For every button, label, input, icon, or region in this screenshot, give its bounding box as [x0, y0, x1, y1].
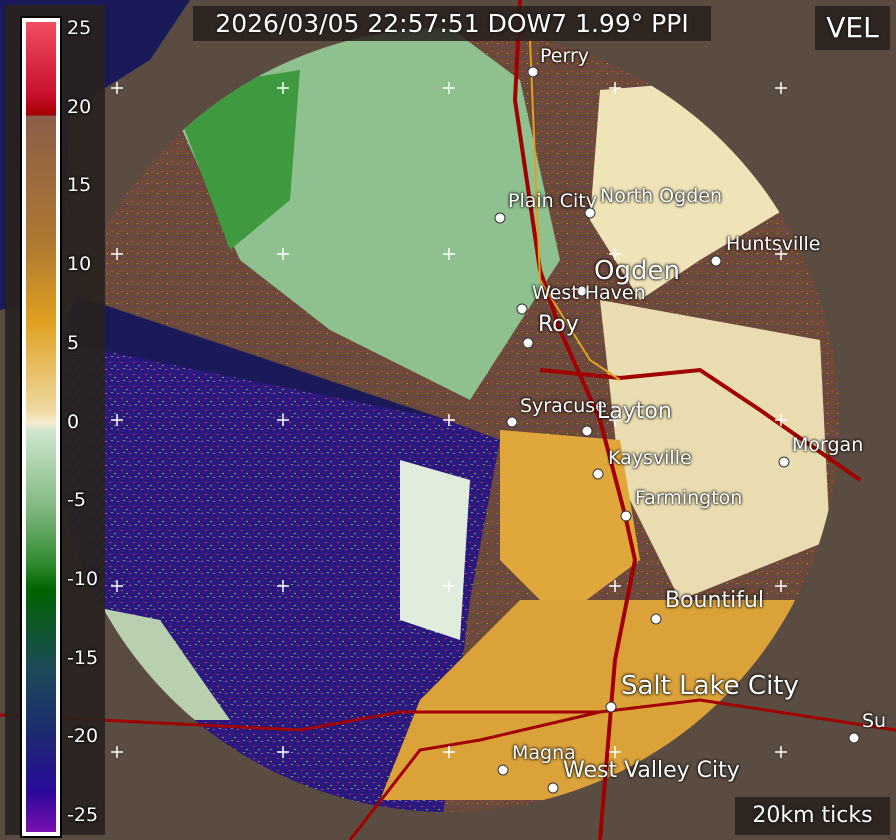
scale-label: 20km ticks: [735, 797, 890, 835]
city-marker: [620, 510, 632, 522]
city-marker: [605, 701, 617, 713]
city-label: West Haven: [532, 282, 646, 304]
city-marker: [516, 303, 528, 315]
city-marker: [778, 456, 790, 468]
colorbar-tick-label: 15: [67, 174, 92, 197]
city-label: Layton: [597, 399, 672, 424]
city-marker: [494, 212, 506, 224]
colorbar-tick-label: 25: [67, 17, 92, 39]
colorbar-tick-label: -20: [67, 725, 99, 748]
colorbar-tick-label: 0: [67, 410, 80, 433]
colorbar-tick-label: -25: [67, 804, 99, 826]
colorbar-tick-label: -15: [67, 646, 99, 669]
city-label: Salt Lake City: [621, 671, 799, 701]
city-marker: [584, 207, 596, 219]
city-marker: [547, 782, 559, 794]
city-label: Su: [862, 710, 887, 732]
city-label: West Valley City: [563, 758, 740, 783]
city-marker: [497, 764, 509, 776]
product-label[interactable]: VEL: [815, 6, 890, 50]
colorbar-tick-label: -5: [67, 489, 86, 512]
scan-title: 2026/03/05 22:57:51 DOW7 1.99° PPI: [193, 6, 711, 41]
city-label: Magna: [512, 742, 576, 764]
city-label: Syracuse: [520, 395, 607, 417]
city-label: Bountiful: [665, 588, 764, 613]
city-marker: [848, 732, 860, 744]
colorbar-tick-label: 5: [67, 331, 80, 354]
city-label: Plain City: [508, 190, 597, 212]
city-label: Perry: [540, 45, 590, 67]
city-marker: [527, 66, 539, 78]
city-marker: [506, 416, 518, 428]
city-label: Farmington: [635, 487, 743, 509]
city-label: North Ogden: [600, 185, 722, 207]
city-marker: [710, 255, 722, 267]
colorbar: [20, 16, 62, 838]
city-marker: [581, 425, 593, 437]
colorbar-panel: 25 20 15 10 5 0 -5 -10 -15 -20 -25: [5, 5, 105, 838]
city-label: Roy: [538, 312, 579, 337]
colorbar-tick-label: -10: [67, 567, 99, 590]
city-marker: [650, 613, 662, 625]
colorbar-tick-label: 20: [67, 95, 92, 118]
city-label: Ogden: [594, 256, 680, 286]
city-label: Morgan: [792, 434, 864, 456]
city-label: Kaysville: [608, 447, 692, 469]
grid-ticks: [111, 82, 787, 758]
colorbar-tick-label: 10: [67, 253, 92, 276]
city-marker: [592, 468, 604, 480]
city-marker: [522, 337, 534, 349]
city-marker: [576, 285, 588, 297]
city-label: Huntsville: [726, 233, 821, 255]
